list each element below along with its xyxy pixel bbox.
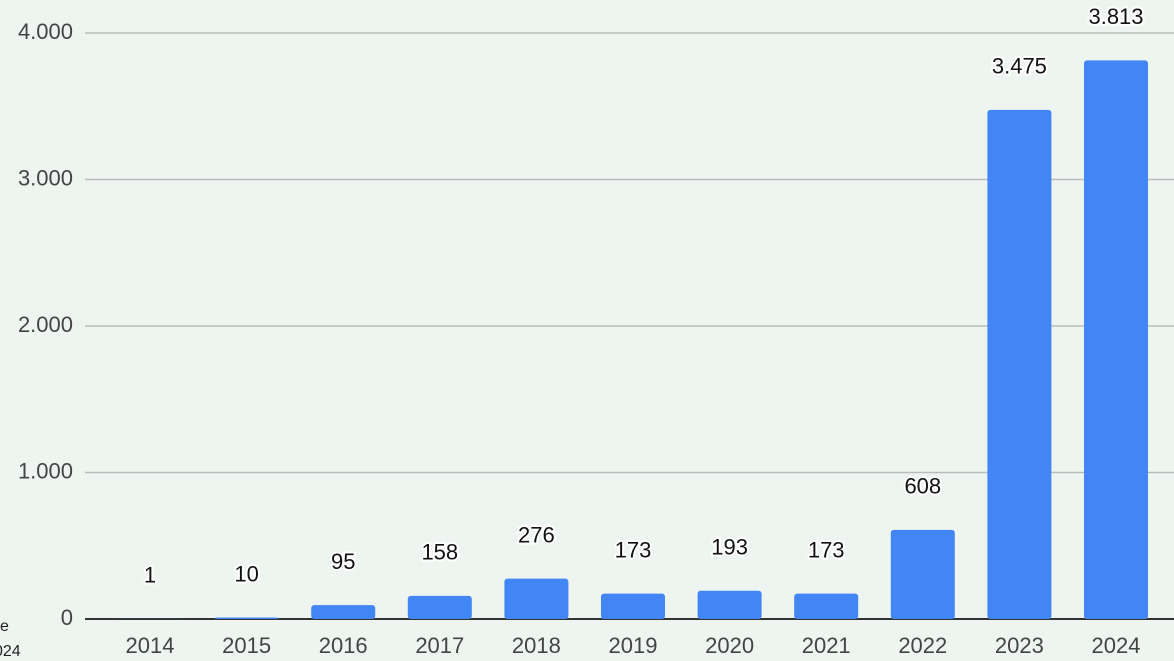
x-tick-label: 2023 [995,633,1044,658]
value-label: 10 [234,561,258,586]
x-tick-label: 2024 [1092,633,1141,658]
bar [311,605,376,619]
value-label: 173 [615,537,652,562]
value-label: 276 [518,522,555,547]
annotation: 024 [0,643,21,660]
x-tick-label: 2017 [415,633,464,658]
bar [407,595,472,619]
x-tick-label: 2014 [126,633,175,658]
annotation: e [0,618,9,635]
bar [794,593,859,619]
x-tick-label: 2015 [222,633,271,658]
x-tick-label: 2021 [802,633,851,658]
bar [504,578,569,619]
bar [214,617,279,619]
y-tick-label: 3.000 [18,165,73,190]
x-tick-label: 2020 [705,633,754,658]
bar [890,529,955,619]
value-label: 173 [808,537,845,562]
value-label: 193 [711,535,748,560]
value-label: 608 [904,474,941,499]
bar [987,109,1052,619]
x-tick-label: 2019 [609,633,658,658]
y-tick-label: 2.000 [18,312,73,337]
x-tick-label: 2022 [898,633,947,658]
x-tick-label: 2018 [512,633,561,658]
x-tick-label: 2016 [319,633,368,658]
value-label: 1 [144,563,156,588]
bar [697,590,762,619]
value-label: 95 [331,549,355,574]
bar [1084,60,1148,619]
value-label: 158 [421,540,458,565]
value-label: 3.475 [992,54,1047,79]
value-label: 3.813 [1088,4,1143,29]
y-tick-label: 4.000 [18,19,73,44]
bar [601,593,665,619]
y-tick-label: 0 [61,605,73,630]
y-tick-label: 1.000 [18,458,73,483]
